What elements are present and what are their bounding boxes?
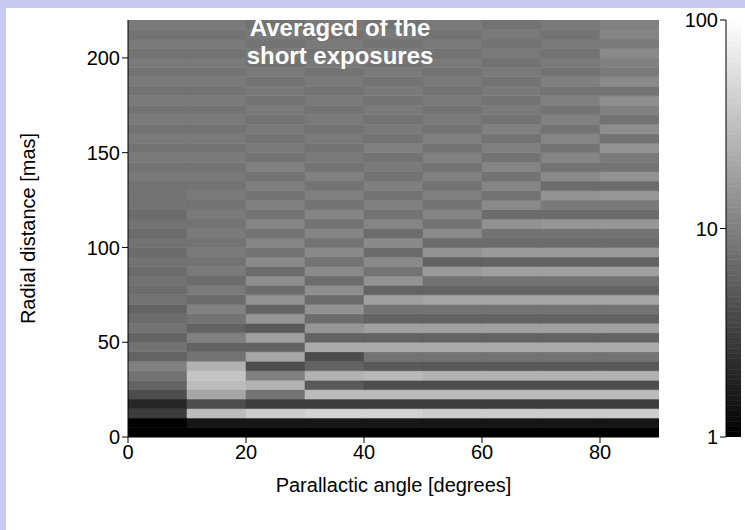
svg-text:1: 1 [707,426,718,448]
svg-text:20: 20 [235,441,257,463]
svg-text:Parallactic angle [degrees]: Parallactic angle [degrees] [276,474,512,496]
svg-text:100: 100 [685,9,718,31]
html-text:Averaged of the short exposure: Averaged of the short exposures [246,14,434,69]
svg-text:0: 0 [109,426,120,448]
svg-text:80: 80 [589,441,611,463]
svg-text:Radial distance [mas]: Radial distance [mas] [17,133,39,324]
svg-text:60: 60 [471,441,493,463]
svg-text:150: 150 [87,142,120,164]
svg-text:200: 200 [87,47,120,69]
svg-text:10: 10 [696,218,718,240]
svg-text:100: 100 [87,237,120,259]
svg-text:50: 50 [98,331,120,353]
svg-text:0: 0 [122,441,133,463]
svg-text:40: 40 [353,441,375,463]
